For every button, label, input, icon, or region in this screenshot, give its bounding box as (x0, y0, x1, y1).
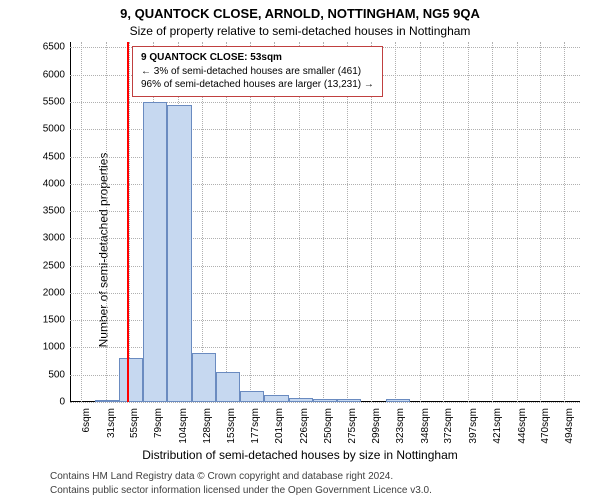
gridline-vertical (468, 42, 469, 402)
annotation-title: 9 QUANTOCK CLOSE: 53sqm (141, 51, 374, 65)
y-tick-label: 3000 (43, 233, 65, 244)
y-tick-label: 4000 (43, 178, 65, 189)
y-tick-label: 6000 (43, 69, 65, 80)
gridline-vertical (420, 42, 421, 402)
annotation-line-larger: 96% of semi-detached houses are larger (… (141, 78, 374, 92)
y-tick-label: 2000 (43, 287, 65, 298)
histogram-bar (289, 398, 313, 402)
gridline-horizontal (70, 402, 580, 403)
histogram-bar (192, 353, 216, 402)
annotation-callout: 9 QUANTOCK CLOSE: 53sqm ← 3% of semi-det… (132, 46, 383, 97)
x-tick-label: 446sqm (517, 408, 528, 444)
x-tick-label: 201sqm (274, 408, 285, 444)
chart-title-sub: Size of property relative to semi-detach… (0, 24, 600, 38)
x-tick-label: 421sqm (492, 408, 503, 444)
gridline-vertical (395, 42, 396, 402)
y-tick-label: 1000 (43, 342, 65, 353)
histogram-bar (337, 399, 361, 402)
y-tick-label: 2500 (43, 260, 65, 271)
chart-plot-area: 9 QUANTOCK CLOSE: 53sqm ← 3% of semi-det… (70, 42, 580, 402)
x-tick-label: 153sqm (226, 408, 237, 444)
x-tick-label: 372sqm (443, 408, 454, 444)
gridline-vertical (443, 42, 444, 402)
x-tick-label: 275sqm (347, 408, 358, 444)
histogram-bar (143, 102, 167, 402)
y-tick-label: 5000 (43, 124, 65, 135)
x-tick-label: 299sqm (371, 408, 382, 444)
x-tick-label: 397sqm (468, 408, 479, 444)
y-tick-label: 500 (48, 369, 65, 380)
y-tick-label: 0 (59, 397, 65, 408)
gridline-vertical (129, 42, 130, 402)
y-tick-label: 1500 (43, 315, 65, 326)
x-tick-label: 104sqm (178, 408, 189, 444)
gridline-vertical (517, 42, 518, 402)
x-axis-label: Distribution of semi-detached houses by … (0, 448, 600, 462)
x-tick-label: 31sqm (106, 408, 117, 438)
histogram-bar (386, 399, 410, 402)
footer-line-1: Contains HM Land Registry data © Crown c… (50, 471, 393, 482)
chart-title-main: 9, QUANTOCK CLOSE, ARNOLD, NOTTINGHAM, N… (0, 6, 600, 21)
footer-line-2: Contains public sector information licen… (50, 485, 432, 496)
property-marker-line (127, 42, 129, 402)
histogram-bar (313, 399, 338, 402)
y-tick-label: 5500 (43, 97, 65, 108)
x-tick-label: 79sqm (153, 408, 164, 438)
y-tick-label: 3500 (43, 206, 65, 217)
x-tick-label: 323sqm (395, 408, 406, 444)
x-tick-label: 55sqm (129, 408, 140, 438)
histogram-bar (119, 358, 144, 402)
x-tick-label: 494sqm (564, 408, 575, 444)
gridline-vertical (492, 42, 493, 402)
x-tick-label: 128sqm (202, 408, 213, 444)
histogram-bar (216, 372, 241, 402)
gridline-vertical (106, 42, 107, 402)
gridline-vertical (540, 42, 541, 402)
x-tick-label: 348sqm (420, 408, 431, 444)
histogram-bar (167, 105, 192, 402)
x-tick-label: 226sqm (299, 408, 310, 444)
gridline-vertical (564, 42, 565, 402)
histogram-bar (264, 395, 289, 402)
gridline-vertical (81, 42, 82, 402)
annotation-line-smaller: ← 3% of semi-detached houses are smaller… (141, 65, 374, 79)
x-tick-label: 470sqm (540, 408, 551, 444)
histogram-bar (240, 391, 264, 402)
x-tick-label: 250sqm (323, 408, 334, 444)
y-tick-label: 6500 (43, 42, 65, 53)
x-tick-label: 177sqm (250, 408, 261, 444)
x-tick-label: 6sqm (81, 408, 92, 432)
histogram-bar (95, 400, 119, 402)
y-tick-label: 4500 (43, 151, 65, 162)
